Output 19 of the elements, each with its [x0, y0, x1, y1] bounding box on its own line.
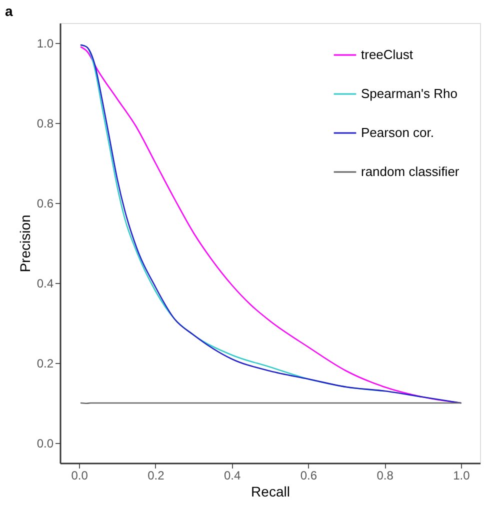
legend-label: random classifier	[361, 164, 460, 179]
chart-title: a	[5, 3, 13, 19]
y-tick-label: 0.8	[36, 116, 54, 130]
y-tick-label: 0.6	[36, 196, 54, 210]
x-tick-label: 0.2	[148, 468, 165, 482]
x-axis-title: Recall	[251, 484, 290, 500]
x-tick-label: 1.0	[453, 468, 470, 482]
x-tick-label: 0.0	[71, 468, 88, 482]
legend-label: treeClust	[361, 47, 414, 62]
y-tick-label: 0.4	[36, 276, 54, 290]
y-axis-title: Precision	[16, 214, 33, 272]
x-tick-label: 0.6	[300, 468, 318, 482]
y-tick-label: 0.2	[36, 356, 54, 370]
x-tick-label: 0.4	[224, 468, 241, 482]
legend-label: Spearman's Rho	[361, 86, 458, 101]
y-tick-label: 1.0	[36, 36, 54, 50]
y-tick-label: 0.0	[36, 436, 54, 450]
legend-label: Pearson cor.	[361, 125, 434, 140]
x-tick-label: 0.8	[376, 468, 394, 482]
